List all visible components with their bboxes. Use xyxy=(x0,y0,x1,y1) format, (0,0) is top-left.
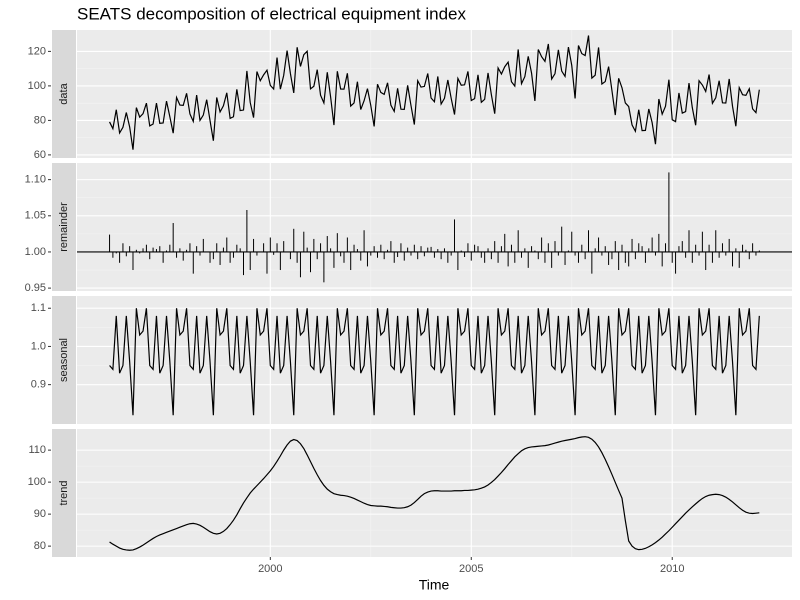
strip-label: data xyxy=(58,82,70,104)
data-line xyxy=(109,35,760,150)
data-line xyxy=(109,308,760,416)
y-tick-label: 120 xyxy=(28,45,46,57)
y-tick-label: 80 xyxy=(34,114,46,126)
panel-background xyxy=(77,30,792,158)
panel-background xyxy=(77,163,792,291)
strip-label: remainder xyxy=(58,202,70,252)
x-tick-label: 2005 xyxy=(459,563,483,575)
y-tick-label: 100 xyxy=(28,476,46,488)
x-axis-label: Time xyxy=(419,577,450,593)
y-tick-label: 0.95 xyxy=(25,282,46,294)
y-tick-label: 80 xyxy=(34,540,46,552)
strip xyxy=(52,296,76,424)
strip xyxy=(52,30,76,158)
panel-background xyxy=(77,429,792,557)
y-tick-label: 1.0 xyxy=(31,340,46,352)
y-tick-label: 1.05 xyxy=(25,210,46,222)
strip-label: seasonal xyxy=(58,338,70,382)
y-tick-label: 90 xyxy=(34,508,46,520)
y-tick-label: 60 xyxy=(34,149,46,161)
strip-label: trend xyxy=(58,480,70,505)
x-tick-label: 2000 xyxy=(258,563,282,575)
y-tick-label: 100 xyxy=(28,80,46,92)
y-tick-label: 1.1 xyxy=(31,302,46,314)
chart-title: SEATS decomposition of electrical equipm… xyxy=(77,4,466,23)
strip xyxy=(52,429,76,557)
x-tick-label: 2010 xyxy=(660,563,684,575)
y-tick-label: 1.10 xyxy=(25,174,46,186)
y-tick-label: 110 xyxy=(28,444,46,456)
strip xyxy=(52,163,76,291)
y-tick-label: 1.00 xyxy=(25,246,46,258)
y-tick-label: 0.9 xyxy=(31,379,46,391)
data-line xyxy=(109,436,760,551)
